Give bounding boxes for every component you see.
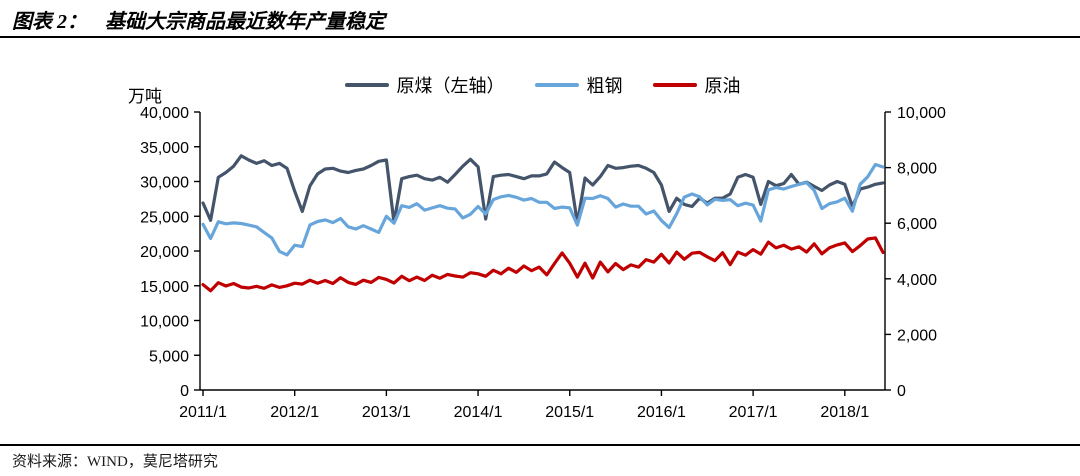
oil-line-swatch — [652, 83, 697, 87]
coal-line — [201, 154, 885, 225]
y-axis-left-tick-label: 20,000 — [140, 244, 189, 261]
legend-item-steel: 粗钢 — [534, 72, 623, 98]
legend-item-oil: 原油 — [652, 72, 741, 98]
legend-item-coal: 原煤（左轴） — [344, 72, 505, 98]
chart-title: 图表 2： 基础大宗商品最近数年产量稳定 — [12, 5, 385, 34]
coal-line-swatch — [344, 83, 389, 87]
footer-divider — [0, 444, 1080, 446]
title-divider — [0, 36, 1080, 38]
y-axis-left-tick-label: 40,000 — [140, 105, 189, 122]
y-axis-right-tick-label: 4,000 — [897, 272, 937, 289]
oil-line — [201, 236, 885, 293]
chart-number-label: 图表 2： — [12, 11, 87, 33]
y-axis-right-tick-label: 2,000 — [897, 327, 937, 344]
steel-line-swatch — [534, 83, 579, 87]
y-axis-left-tick-label: 30,000 — [140, 175, 189, 192]
x-axis-tick-label: 2017/1 — [729, 404, 778, 421]
y-axis-left-tick-label: 5,000 — [149, 348, 189, 365]
legend-label-oil: 原油 — [704, 76, 741, 96]
x-axis-tick-label: 2016/1 — [637, 404, 686, 421]
left-axis-unit-label: 万吨 — [128, 87, 162, 106]
y-axis-right-tick-label: 0 — [897, 383, 906, 400]
legend-label-coal: 原煤（左轴） — [396, 76, 505, 96]
x-axis-tick-label: 2013/1 — [362, 404, 411, 421]
steel-line — [201, 162, 885, 257]
x-axis-tick-label: 2018/1 — [820, 404, 869, 421]
legend-label-steel: 粗钢 — [586, 76, 623, 96]
x-axis-tick-label: 2015/1 — [545, 404, 594, 421]
y-axis-left-tick-label: 35,000 — [140, 140, 189, 157]
y-axis-right-tick-label: 10,000 — [897, 105, 946, 122]
y-axis-left-tick-label: 0 — [180, 383, 189, 400]
chart-legend: 原煤（左轴） 粗钢 原油 — [200, 72, 885, 98]
y-axis-left-tick-label: 15,000 — [140, 279, 189, 296]
chart-title-text: 基础大宗商品最近数年产量稳定 — [105, 11, 385, 33]
x-axis-tick-label: 2012/1 — [270, 404, 319, 421]
y-axis-left-tick-label: 25,000 — [140, 209, 189, 226]
source-text: 资料来源：WIND，莫尼塔研究 — [12, 454, 218, 470]
y-axis-right-tick-label: 6,000 — [897, 216, 937, 233]
y-axis-left-tick-label: 10,000 — [140, 314, 189, 331]
x-axis-tick-label: 2014/1 — [454, 404, 503, 421]
x-axis-tick-label: 2011/1 — [179, 404, 227, 421]
y-axis-right-tick-label: 8,000 — [897, 161, 937, 178]
